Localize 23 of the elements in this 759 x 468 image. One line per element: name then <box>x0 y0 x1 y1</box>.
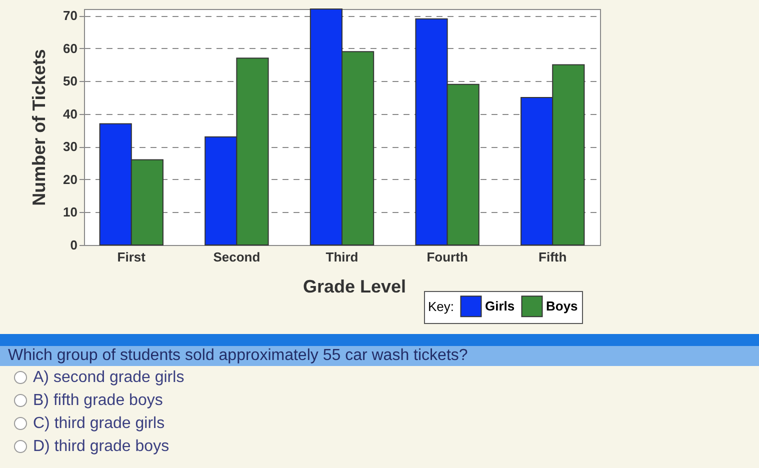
y-tick-label: 70 <box>63 8 78 24</box>
legend-title: Key: <box>428 299 454 314</box>
x-axis-title: Grade Level <box>302 276 406 296</box>
y-tick-label: 10 <box>63 204 78 220</box>
text: D) third grade boys <box>33 438 170 456</box>
x-tick-label: Fifth <box>538 250 567 264</box>
text: Which group of students sold approximately 55 car wash tickets? <box>8 347 468 364</box>
y-axis-title: Number of Tickets <box>29 49 50 206</box>
x-tick-label: Second <box>213 250 260 264</box>
y-tick-label: 60 <box>63 40 78 56</box>
x-tick-label: Third <box>326 250 358 264</box>
text: B) fifth grade boys <box>33 392 163 410</box>
text: C) third grade girls <box>33 414 165 432</box>
y-tick-label: 0 <box>70 238 78 252</box>
legend-label: Girls <box>485 298 515 314</box>
y-tick-label: 50 <box>63 74 78 89</box>
y-tick-label: 40 <box>63 106 78 122</box>
text: A) second grade girls <box>33 368 184 386</box>
y-tick-label: 20 <box>63 172 78 187</box>
x-tick-label: First <box>117 250 146 264</box>
x-tick-label: Fourth <box>426 250 468 264</box>
legend-label: Boys <box>546 298 578 314</box>
y-tick-label: 30 <box>63 139 78 154</box>
